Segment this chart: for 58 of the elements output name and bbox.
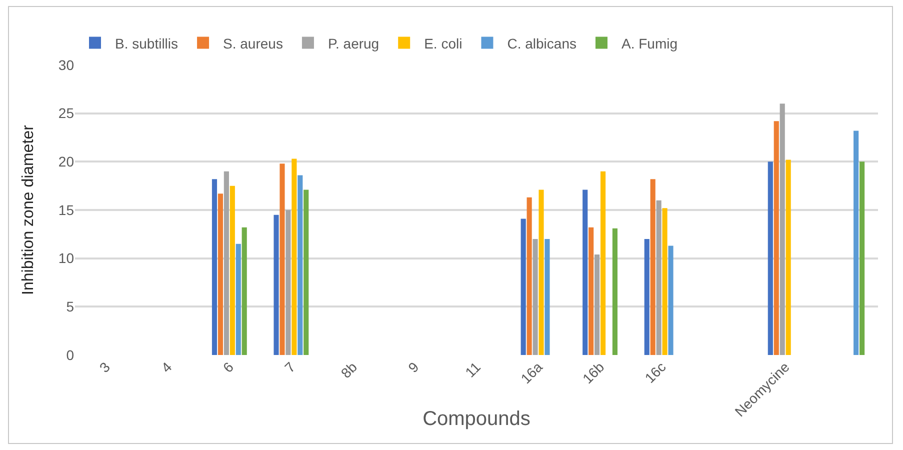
bar xyxy=(774,121,779,355)
bar xyxy=(236,244,241,355)
bar xyxy=(860,162,865,355)
bar xyxy=(304,190,309,355)
bar xyxy=(218,194,223,355)
bar xyxy=(212,179,218,355)
x-tick-label: 6 xyxy=(220,358,237,376)
bar xyxy=(594,254,600,355)
bar xyxy=(656,200,662,355)
bar xyxy=(538,190,544,355)
bar xyxy=(520,218,526,355)
legend-label: E. coli xyxy=(424,35,462,52)
legend-label: P. aerug xyxy=(328,35,380,52)
bar xyxy=(786,160,791,355)
bar xyxy=(582,190,588,355)
x-tick-label: 8b xyxy=(338,358,360,382)
bar xyxy=(668,246,674,355)
x-axis-title: Compounds xyxy=(422,408,530,430)
x-tick-label: 7 xyxy=(281,358,298,376)
bar xyxy=(600,171,606,355)
legend-label: C. albicans xyxy=(507,35,576,52)
x-tick-label: 4 xyxy=(158,358,175,376)
y-tick-label: 25 xyxy=(58,105,74,122)
bar xyxy=(292,158,297,355)
bar xyxy=(298,175,303,355)
bar xyxy=(224,171,229,355)
bar xyxy=(286,210,291,355)
y-tick-label: 15 xyxy=(58,202,74,218)
y-axis-title: Inhibition zone diameter xyxy=(20,124,37,295)
x-tick-label: 3 xyxy=(96,358,114,376)
bar xyxy=(612,228,618,355)
bar xyxy=(588,227,594,355)
x-tick-label: 16b xyxy=(579,358,608,387)
legend-label: S. aureus xyxy=(223,35,283,52)
x-tick-label: 9 xyxy=(404,358,422,376)
bar xyxy=(532,239,538,355)
y-tick-label: 10 xyxy=(58,250,74,266)
y-tick-label: 30 xyxy=(58,56,74,73)
bar xyxy=(768,162,773,355)
legend-label: A. Fumig xyxy=(621,35,678,52)
bar xyxy=(780,104,785,355)
bar xyxy=(544,239,550,355)
bar xyxy=(280,164,285,355)
bar xyxy=(526,197,532,355)
x-tick-label: 11 xyxy=(462,358,484,380)
bar xyxy=(854,130,859,355)
y-tick-label: 20 xyxy=(58,154,74,170)
bar xyxy=(644,239,650,355)
bar xyxy=(274,214,279,355)
bar xyxy=(650,179,656,355)
y-tick-label: 5 xyxy=(66,298,74,315)
legend-label: B. subtillis xyxy=(115,35,178,52)
bar xyxy=(662,208,668,355)
y-tick-label: 0 xyxy=(66,346,74,363)
bar xyxy=(242,227,247,355)
x-tick-label: 16a xyxy=(518,358,546,387)
x-tick-label: 16c xyxy=(642,358,669,386)
bar xyxy=(230,186,235,355)
